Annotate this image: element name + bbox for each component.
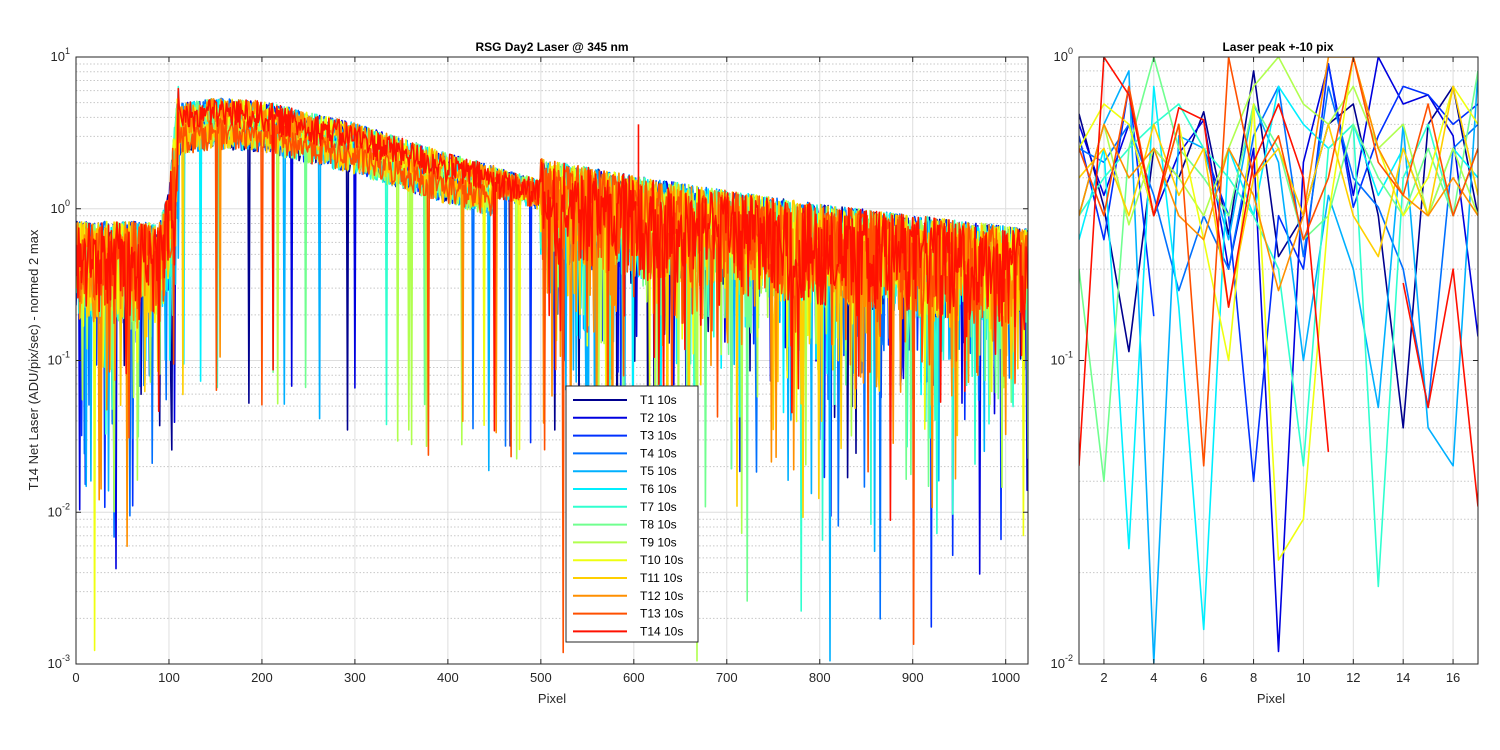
right-series-line-12 [1079, 57, 1478, 292]
x-tick-label: 900 [902, 670, 924, 685]
legend-box [565, 385, 699, 643]
y-tick-label: 101 [51, 46, 70, 64]
right-series-line-7 [1079, 103, 1478, 588]
y-tick-base: 10 [1051, 353, 1065, 368]
left-x-axis-label: Pixel [538, 691, 566, 706]
left-series-lines [76, 85, 1028, 662]
left-chart-title: RSG Day2 Laser @ 345 nm [475, 40, 628, 54]
legend-entry-label: T13 10s [640, 607, 683, 621]
legend-entry-label: T8 10s [640, 518, 677, 532]
left-series-line-14 [76, 87, 1028, 521]
x-tick-label: 400 [437, 670, 459, 685]
y-tick-base: 10 [1051, 656, 1065, 671]
x-tick-label: 16 [1446, 670, 1460, 685]
y-tick-label: 10-2 [48, 501, 70, 519]
y-tick-exponent: -1 [1065, 350, 1073, 360]
right-chart-title: Laser peak +-10 pix [1222, 40, 1333, 54]
y-tick-label: 100 [51, 198, 70, 216]
legend-entry-label: T10 10s [640, 553, 683, 567]
y-tick-base: 10 [48, 504, 62, 519]
y-tick-label: 10-2 [1051, 653, 1073, 671]
x-tick-label: 800 [809, 670, 831, 685]
y-tick-base: 10 [48, 656, 62, 671]
y-tick-exponent: 1 [65, 46, 70, 56]
x-tick-label: 300 [344, 670, 366, 685]
right-series-line-11 [1079, 85, 1478, 308]
y-tick-base: 10 [1054, 49, 1068, 64]
x-tick-label: 200 [251, 670, 273, 685]
x-tick-label: 100 [158, 670, 180, 685]
y-tick-base: 10 [48, 353, 62, 368]
x-tick-label: 14 [1396, 670, 1410, 685]
left-y-axis-label: T14 Net Laser (ADU/pix/sec) - normed 2 m… [26, 229, 41, 490]
x-tick-label: 4 [1150, 670, 1157, 685]
left-ticks: 0 100 200 300 400 500 600 700 800 900 100010-310-2… [48, 46, 1028, 685]
x-tick-label: 700 [716, 670, 738, 685]
y-tick-label: 10-1 [48, 350, 70, 368]
x-tick-label: 8 [1250, 670, 1257, 685]
x-tick-label: 600 [623, 670, 645, 685]
right-series-line-5 [1079, 70, 1478, 664]
x-tick-label: 12 [1346, 670, 1360, 685]
y-tick-exponent: -1 [62, 350, 70, 360]
legend-entry-label: T14 10s [640, 624, 683, 638]
legend-entry-label: T7 10s [640, 500, 677, 514]
x-tick-label: 6 [1200, 670, 1207, 685]
right-series-lines [1079, 57, 1478, 664]
right-x-axis-label: Pixel [1257, 691, 1285, 706]
right-series-line-14 [1079, 57, 1478, 507]
y-tick-base: 10 [51, 49, 65, 64]
y-tick-exponent: 0 [1068, 46, 1073, 56]
left-plot: 0 100 200 300 400 500 600 700 800 900 100010-310-2… [26, 40, 1029, 706]
y-tick-exponent: -3 [62, 653, 70, 663]
x-tick-label: 10 [1296, 670, 1310, 685]
x-tick-label: 0 [72, 670, 79, 685]
legend-entry-label: T5 10s [640, 464, 677, 478]
legend-entry-label: T6 10s [640, 482, 677, 496]
legend-entry-label: T12 10s [640, 589, 683, 603]
x-tick-label: 2 [1100, 670, 1107, 685]
x-tick-label: 500 [530, 670, 552, 685]
y-tick-exponent: 0 [65, 198, 70, 208]
legend-entry-label: T1 10s [640, 393, 677, 407]
legend-entry-label: T3 10s [640, 429, 677, 443]
y-tick-label: 10-1 [1051, 350, 1073, 368]
x-tick-label: 1000 [991, 670, 1020, 685]
legend-entry-label: T2 10s [640, 411, 677, 425]
legend-entry-label: T9 10s [640, 535, 677, 549]
legend: T1 10s T2 10s T3 10s T4 10s T5 10s T6 10s T7 1… [565, 385, 699, 643]
y-tick-label: 100 [1054, 46, 1073, 64]
y-tick-label: 10-3 [48, 653, 70, 671]
y-tick-exponent: -2 [1065, 653, 1073, 663]
legend-entry-label: T4 10s [640, 446, 677, 460]
y-tick-exponent: -2 [62, 501, 70, 511]
y-tick-base: 10 [51, 201, 65, 216]
legend-entry-label: T11 10s [640, 571, 682, 585]
